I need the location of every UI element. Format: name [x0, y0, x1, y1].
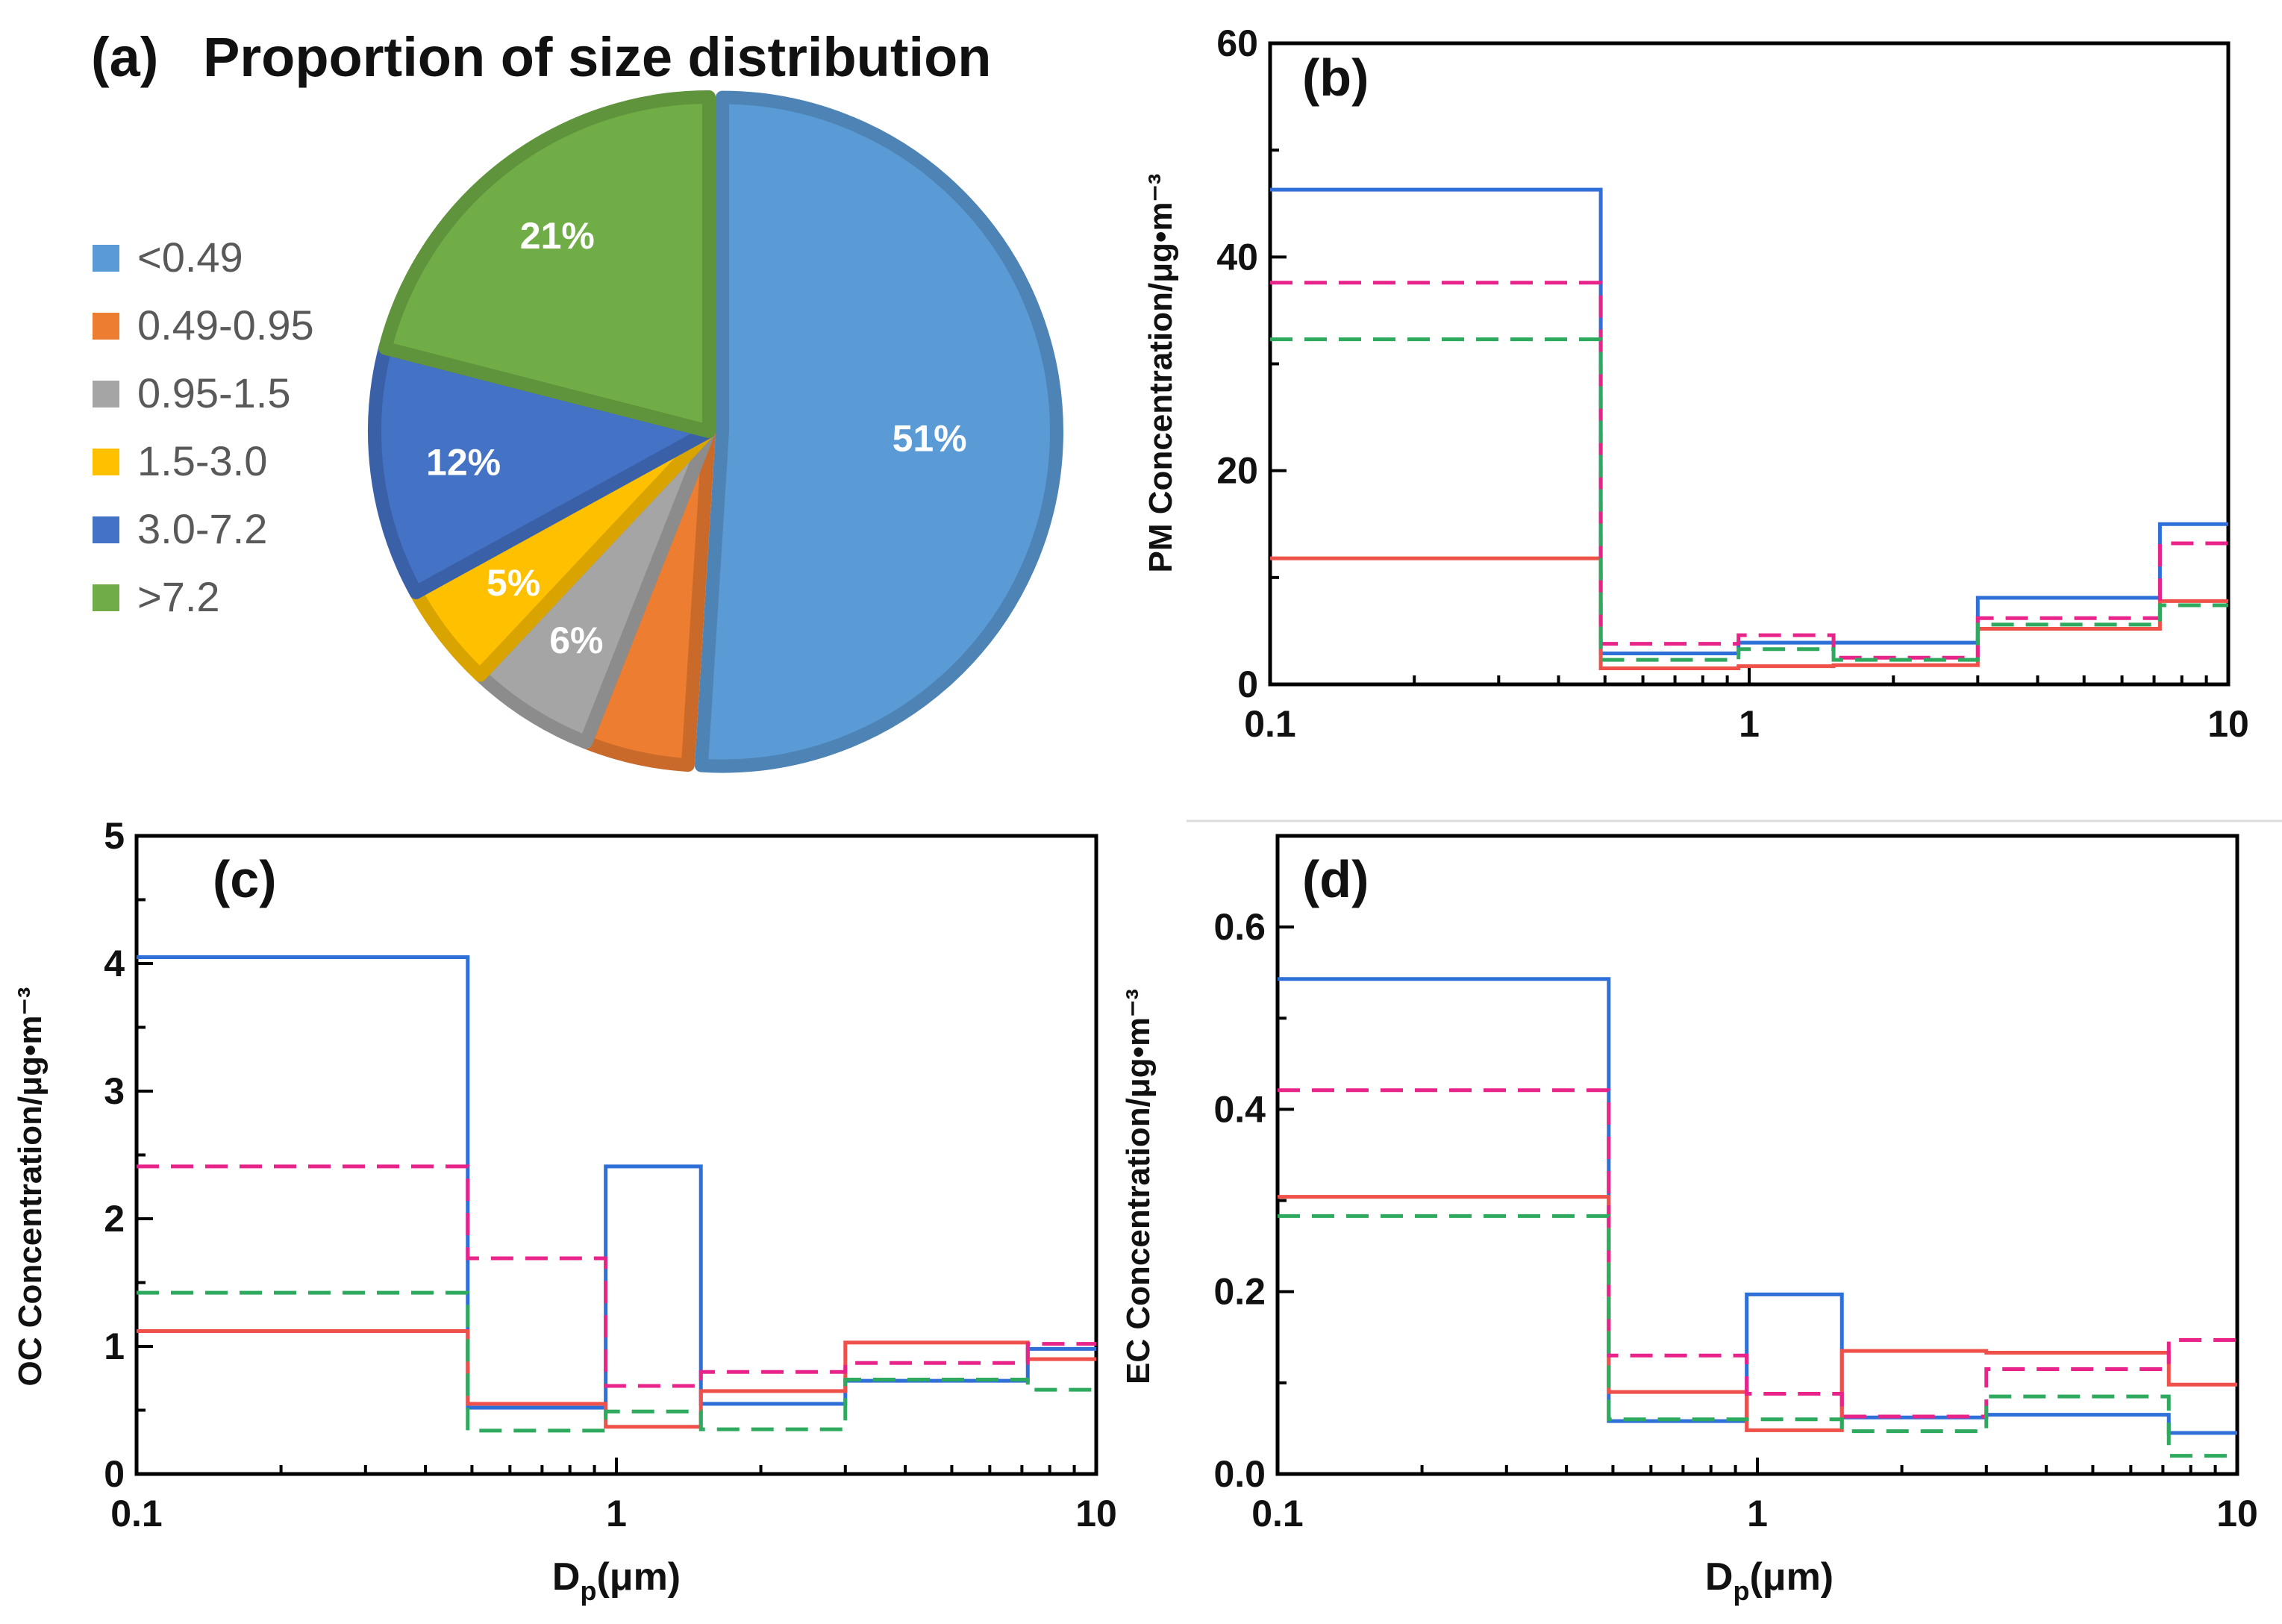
panel-d-label: (d): [1302, 850, 1369, 908]
b-x-tick-label: 10: [2207, 703, 2249, 745]
legend-swatch: [93, 245, 119, 272]
legend-swatch: [93, 313, 119, 340]
d-y-tick-label: 0.4: [1213, 1088, 1266, 1130]
c-y-tick-label: 0: [104, 1453, 125, 1495]
pie-legend: <0.49 0.49-0.95 0.95-1.5 1.5-3.0 3.0-7.2 >7.2: [93, 234, 314, 620]
d-y-tick-label: 0.2: [1213, 1271, 1266, 1313]
b-y-tick-label: 20: [1216, 450, 1258, 492]
panel-d-x-tick-labels: 0.1 1 10: [1251, 1493, 2258, 1534]
c-x-tick-label: 1: [606, 1493, 627, 1534]
panel-a-label: (a): [91, 26, 158, 88]
pie-slice: [694, 90, 1063, 773]
pie-data-label: 21%: [520, 215, 595, 257]
c-x-tick-label: 10: [1075, 1493, 1117, 1534]
b-y-tick-label: 40: [1216, 236, 1258, 278]
b-y-tick-label: 60: [1216, 22, 1258, 64]
d-series-green: [1278, 1214, 2237, 1458]
panel-d-y-tick-labels: 0.0 0.2 0.4 0.6: [1213, 906, 1266, 1495]
pie-data-labels: 51% 6%5% 12% 21%: [426, 215, 967, 661]
c-series-green: [137, 1290, 1096, 1433]
panel-c-oc-chart: 0 1 2 3 4 5 0.1 1 10 (c) OC Concentration/μg•m⁻…: [12, 815, 1117, 1606]
panel-b-pm-chart: 0 20 40 60 0.1 1 10 (b) PM Concentration/μg•m…: [1142, 22, 2249, 745]
d-y-tick-label: 0.6: [1213, 906, 1266, 948]
legend-swatch: [93, 381, 119, 407]
panel-c-label: (c): [213, 850, 277, 908]
pie-slices: [368, 90, 1063, 773]
panel-c-series: [137, 955, 1096, 1433]
panel-c-y-axis-label: OC Concentration/μg•m⁻³: [12, 987, 49, 1387]
legend-label: <0.49: [137, 234, 243, 281]
legend-label: 3.0-7.2: [137, 505, 267, 552]
legend-label: 0.49-0.95: [137, 302, 314, 349]
panel-d-x-axis-label: Dp(μm): [1705, 1555, 1834, 1606]
panel-a-title: Proportion of size distribution: [203, 26, 992, 88]
b-x-tick-label: 0.1: [1244, 703, 1296, 745]
c-y-tick-label: 4: [104, 943, 125, 984]
d-x-tick-label: 1: [1747, 1493, 1768, 1534]
panel-b-y-tick-labels: 0 20 40 60: [1216, 22, 1258, 705]
panel-d-ec-chart: 0.0 0.2 0.4 0.6 0.1 1 10 (d) EC Concentration…: [1120, 834, 2258, 1606]
panel-c-y-tick-labels: 0 1 2 3 4 5: [104, 815, 125, 1495]
pie-slice: [378, 90, 716, 438]
panel-d-series: [1278, 977, 2237, 1458]
panel-c-x-axis-label: Dp(μm): [552, 1555, 681, 1606]
panel-b-x-tick-labels: 0.1 1 10: [1244, 703, 2249, 745]
b-y-tick-label: 0: [1237, 663, 1258, 705]
pie-slice: [368, 341, 716, 599]
d-x-tick-label: 0.1: [1251, 1493, 1304, 1534]
c-y-tick-label: 2: [104, 1198, 125, 1240]
c-series-magenta: [137, 1164, 1096, 1388]
c-y-tick-label: 5: [104, 815, 125, 857]
pie-data-label: 51%: [893, 417, 967, 459]
d-y-tick-label: 0.0: [1213, 1453, 1266, 1495]
pie-data-label: 6%: [549, 619, 603, 661]
c-y-tick-label: 3: [104, 1070, 125, 1112]
panel-c-plot-area: [134, 834, 1098, 1476]
legend-swatch: [93, 516, 119, 543]
d-x-tick-label: 10: [2216, 1493, 2258, 1534]
panel-d-y-axis-label: EC Concentration/μg•m⁻³: [1120, 989, 1157, 1384]
panel-b-label: (b): [1302, 49, 1369, 107]
legend-swatch: [93, 584, 119, 611]
b-series-magenta: [1270, 281, 2228, 660]
legend-swatch: [93, 449, 119, 475]
panel-a-pie-chart: (a) Proportion of size distribution 51% 6…: [91, 26, 1063, 773]
b-series-red: [1270, 556, 2228, 671]
panel-c-x-tick-labels: 0.1 1 10: [110, 1493, 1117, 1534]
panel-b-plot-area: [1268, 41, 2231, 687]
panel-d-plot-area: [1275, 834, 2239, 1476]
pie-data-label: 5%: [487, 562, 540, 604]
panel-b-series: [1270, 187, 2228, 671]
c-x-tick-label: 0.1: [110, 1493, 163, 1534]
panel-b-y-axis-label: PM Concentration/μg•m⁻³: [1142, 174, 1179, 573]
legend-label: >7.2: [137, 573, 220, 620]
pie-data-label: 12%: [426, 442, 501, 484]
c-y-tick-label: 1: [104, 1325, 125, 1367]
legend-label: 0.95-1.5: [137, 369, 291, 416]
b-x-tick-label: 1: [1739, 703, 1760, 745]
b-series-green: [1270, 337, 2228, 662]
legend-label: 1.5-3.0: [137, 437, 267, 484]
